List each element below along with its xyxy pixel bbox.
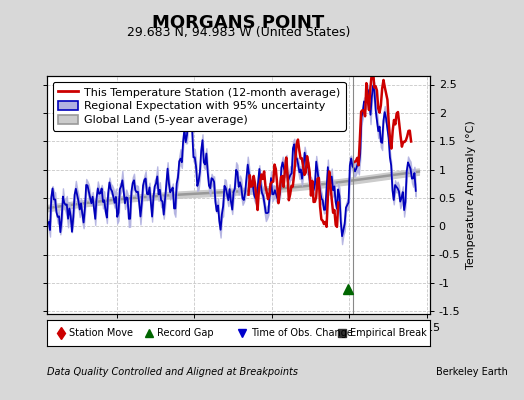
Text: Record Gap: Record Gap	[157, 328, 214, 338]
Text: Empirical Break: Empirical Break	[351, 328, 427, 338]
Text: Station Move: Station Move	[69, 328, 133, 338]
Text: Data Quality Controlled and Aligned at Breakpoints: Data Quality Controlled and Aligned at B…	[47, 367, 298, 377]
Legend: This Temperature Station (12-month average), Regional Expectation with 95% uncer: This Temperature Station (12-month avera…	[53, 82, 346, 131]
Text: Time of Obs. Change: Time of Obs. Change	[251, 328, 353, 338]
Text: Berkeley Earth: Berkeley Earth	[436, 367, 508, 377]
Y-axis label: Temperature Anomaly (°C): Temperature Anomaly (°C)	[466, 121, 476, 269]
Text: 29.683 N, 94.983 W (United States): 29.683 N, 94.983 W (United States)	[127, 26, 350, 39]
Text: MORGANS POINT: MORGANS POINT	[152, 14, 324, 32]
